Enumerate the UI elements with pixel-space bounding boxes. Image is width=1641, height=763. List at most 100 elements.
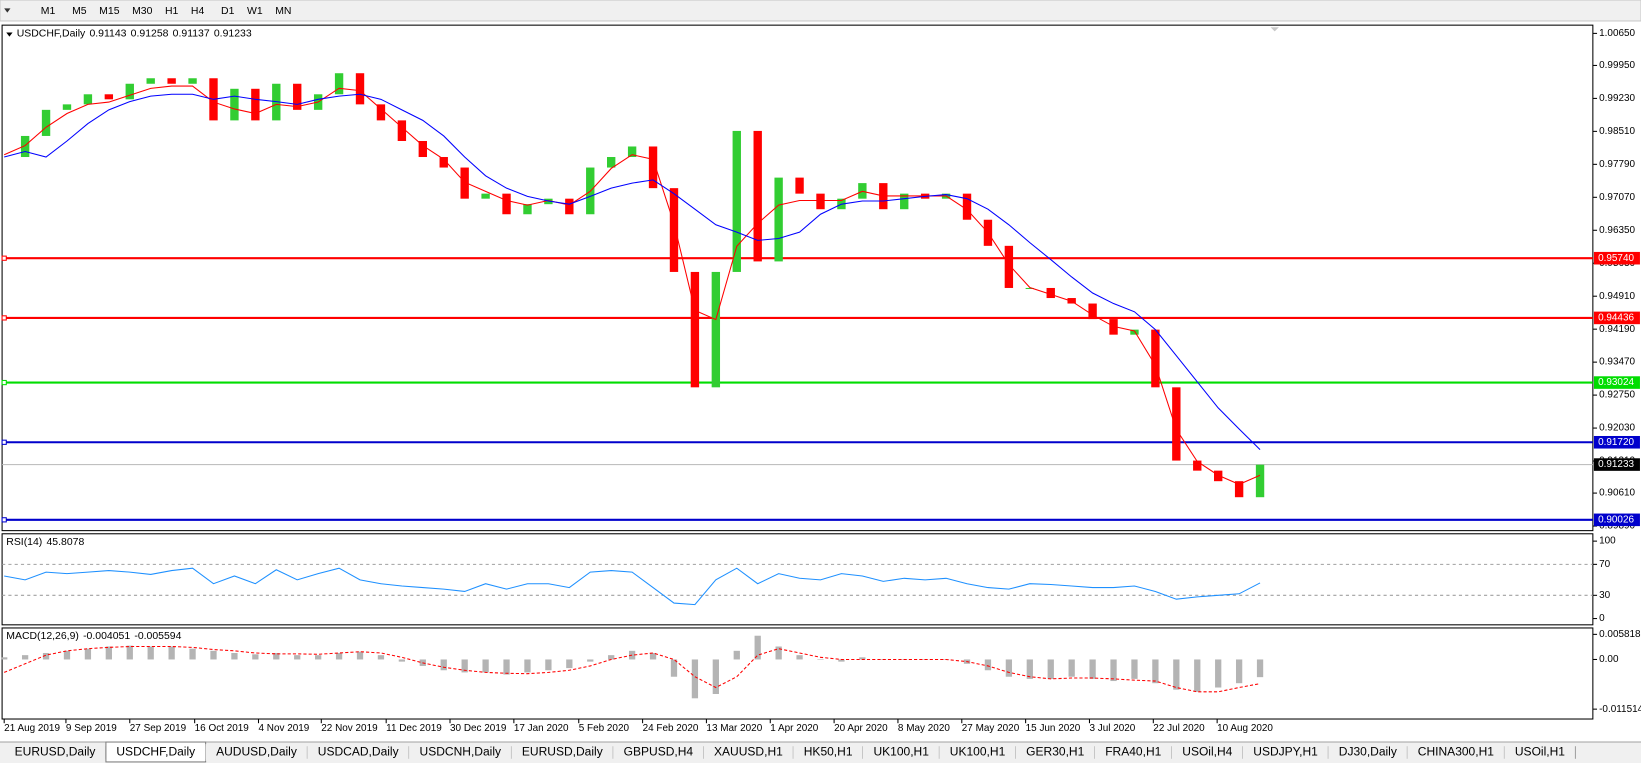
symbol-tab-label[interactable]: USDJPY,H1 [1253, 745, 1318, 759]
price-candle [1025, 287, 1034, 290]
macd-bar [1, 657, 8, 660]
x-tick-label: 4 Nov 2019 [258, 723, 309, 734]
timeframe-label[interactable]: M1 [41, 6, 56, 17]
macd-bar [231, 652, 238, 660]
x-tick-label: 24 Feb 2020 [643, 723, 699, 734]
price-candle [565, 198, 574, 215]
symbol-tab-label[interactable]: USDCNH,Daily [420, 745, 501, 759]
price-candle [795, 177, 804, 194]
symbol-tab[interactable] [1504, 744, 1576, 761]
timeframe-button[interactable] [93, 1, 126, 20]
symbol-tab[interactable] [862, 744, 940, 761]
y-tick-label: 0.89890 [1599, 521, 1635, 532]
x-tick-label: 22 Nov 2019 [321, 723, 378, 734]
macd-panel [1, 627, 1594, 720]
timeframe-label[interactable]: M5 [72, 6, 87, 17]
price-candle [62, 104, 72, 110]
symbol-tab-label[interactable]: GER30,H1 [1026, 745, 1084, 759]
x-tick-label: 15 Jun 2020 [1026, 723, 1081, 734]
timeframe-label[interactable]: D1 [221, 6, 235, 17]
timeframe-button[interactable] [269, 1, 298, 20]
symbol-tab[interactable] [511, 744, 614, 761]
price-candle [104, 94, 114, 100]
symbol-tab-label[interactable]: EURUSD,Daily [522, 745, 603, 759]
symbol-tab[interactable] [1171, 744, 1243, 761]
symbol-tab-label[interactable]: AUDUSD,Daily [216, 745, 297, 759]
macd-bar [377, 655, 385, 660]
y-tick-label: 0.97070 [1599, 192, 1635, 203]
y-tick-label: 1.00650 [1599, 28, 1635, 39]
timeframe-label[interactable]: MN [275, 6, 291, 17]
level-label: 0.94436 [1598, 313, 1634, 324]
symbol-info: 0.91233 [214, 28, 252, 39]
symbol-tab[interactable] [1328, 744, 1408, 761]
symbol-tab-label[interactable]: USDCHF,Daily [116, 745, 195, 759]
symbol-tab-label[interactable]: DJ30,Daily [1339, 745, 1397, 759]
symbol-tab[interactable] [613, 744, 704, 761]
macd-bar [84, 648, 92, 660]
symbol-tab[interactable] [4, 744, 106, 761]
timeframe-label[interactable]: M30 [132, 6, 153, 17]
toolbar [0, 0, 1641, 22]
y-tick-label: 0.97790 [1599, 159, 1635, 170]
macd-bar [189, 648, 196, 660]
symbol-tab-label[interactable]: FRA40,H1 [1105, 745, 1161, 759]
price-candle [1255, 464, 1265, 498]
symbol-tab[interactable] [793, 744, 863, 761]
price-candle [816, 193, 825, 210]
symbol-tab-label[interactable]: XAUUSD,H1 [714, 745, 783, 759]
indicator-info: MACD(12,26,9) [6, 631, 79, 642]
macd-bar [1047, 659, 1054, 679]
symbol-tab-label[interactable]: USOil,H1 [1515, 745, 1565, 759]
indicator-info: -0.005594 [134, 631, 181, 642]
macd-bar [817, 659, 824, 660]
timeframe-label[interactable]: W1 [247, 6, 263, 17]
x-tick-label: 27 Sep 2019 [130, 723, 187, 734]
macd-bar [1215, 659, 1222, 688]
symbol-tab-label[interactable]: EURUSD,Daily [15, 745, 96, 759]
symbol-tab[interactable] [409, 744, 512, 761]
price-candle [690, 271, 700, 388]
symbol-info: USDCHF,Daily [17, 28, 86, 39]
symbol-info: 0.91143 [89, 28, 126, 39]
price-candle [1046, 287, 1055, 299]
price-candle [502, 193, 511, 215]
x-tick-label: 5 Feb 2020 [579, 723, 630, 734]
symbol-tab-label[interactable]: UK100,H1 [950, 745, 1006, 759]
symbol-tab[interactable] [1242, 744, 1329, 761]
symbol-tab[interactable] [703, 744, 794, 761]
symbol-tab[interactable] [1094, 744, 1172, 761]
macd-bar [1005, 659, 1013, 677]
y-tick-label: 0.98510 [1599, 126, 1635, 137]
price-candle [334, 73, 344, 95]
timeframe-button[interactable] [241, 1, 269, 20]
timeframe-button[interactable] [185, 1, 211, 20]
symbol-tab[interactable] [205, 744, 308, 761]
price-candle [523, 204, 532, 215]
timeframe-label[interactable]: H4 [191, 6, 205, 17]
timeframe-label[interactable]: H1 [165, 6, 179, 17]
macd-bar [356, 651, 364, 660]
symbol-tab-label[interactable]: USDCAD,Daily [318, 745, 399, 759]
timeframe-button[interactable] [159, 1, 185, 20]
symbol-tab-label[interactable]: UK100,H1 [873, 745, 929, 759]
symbol-tab-label[interactable]: GBPUSD,H4 [624, 745, 694, 759]
y-tick-label: 0.90610 [1599, 488, 1635, 499]
timeframe-button[interactable] [215, 1, 241, 20]
timeframe-button[interactable] [126, 1, 159, 20]
timeframe-button[interactable] [35, 1, 62, 20]
symbol-tab[interactable] [307, 744, 410, 761]
symbol-tab-label[interactable]: CHINA300,H1 [1418, 745, 1494, 759]
macd-bar [210, 650, 217, 660]
timeframe-button[interactable] [66, 1, 93, 20]
symbol-tab[interactable] [1407, 744, 1505, 761]
symbol-tab[interactable] [939, 744, 1016, 761]
level-label: 0.93024 [1598, 377, 1634, 388]
price-candle [397, 120, 407, 141]
symbol-tab[interactable] [1015, 744, 1095, 761]
symbol-tab-label[interactable]: HK50,H1 [804, 745, 853, 759]
price-candle [460, 167, 469, 199]
timeframe-label[interactable]: M15 [99, 6, 120, 17]
symbol-tab-label[interactable]: USOil,H4 [1182, 745, 1232, 759]
